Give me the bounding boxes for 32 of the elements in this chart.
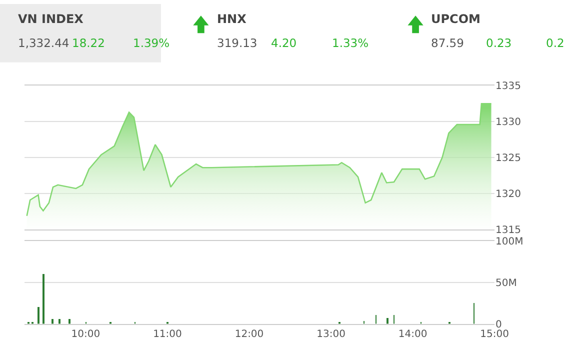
y-tick-label: 0 xyxy=(496,319,502,330)
y-tick-label: 1315 xyxy=(496,224,521,236)
bar xyxy=(42,274,44,324)
bar xyxy=(386,318,388,324)
text: 18.22 xyxy=(72,36,105,50)
x-tick-label: 10:00 xyxy=(71,328,100,340)
x-tick-label: 13:00 xyxy=(316,328,346,340)
text: 1.33% xyxy=(332,36,369,50)
x-tick-label: 15:00 xyxy=(480,328,509,340)
text: 87.59 xyxy=(431,36,464,50)
text: UPCOM xyxy=(431,12,480,26)
x-tick-label: 11:00 xyxy=(153,328,182,340)
bar xyxy=(58,319,60,324)
bar xyxy=(68,319,70,324)
y-tick-label: 100M xyxy=(496,236,524,248)
text: 319.13 xyxy=(217,36,258,50)
y-tick-label: 1325 xyxy=(496,153,521,164)
bar xyxy=(37,307,40,324)
y-tick-label: 50M xyxy=(496,278,517,289)
x-tick-label: 14:00 xyxy=(398,328,428,340)
text: 0.2 xyxy=(546,36,564,50)
text: 0.23 xyxy=(486,36,512,50)
y-tick-label: 1330 xyxy=(496,117,521,128)
text: 1,332.44 xyxy=(18,36,70,50)
bar xyxy=(51,319,54,324)
x-tick-label: 12:00 xyxy=(234,328,264,340)
y-tick-label: 1335 xyxy=(496,81,521,92)
text: 1.39% xyxy=(133,36,170,50)
y-tick-label: 1320 xyxy=(496,189,521,200)
text: HNX xyxy=(217,12,248,26)
text: VN INDEX xyxy=(18,12,84,26)
text: 4.20 xyxy=(271,36,297,50)
